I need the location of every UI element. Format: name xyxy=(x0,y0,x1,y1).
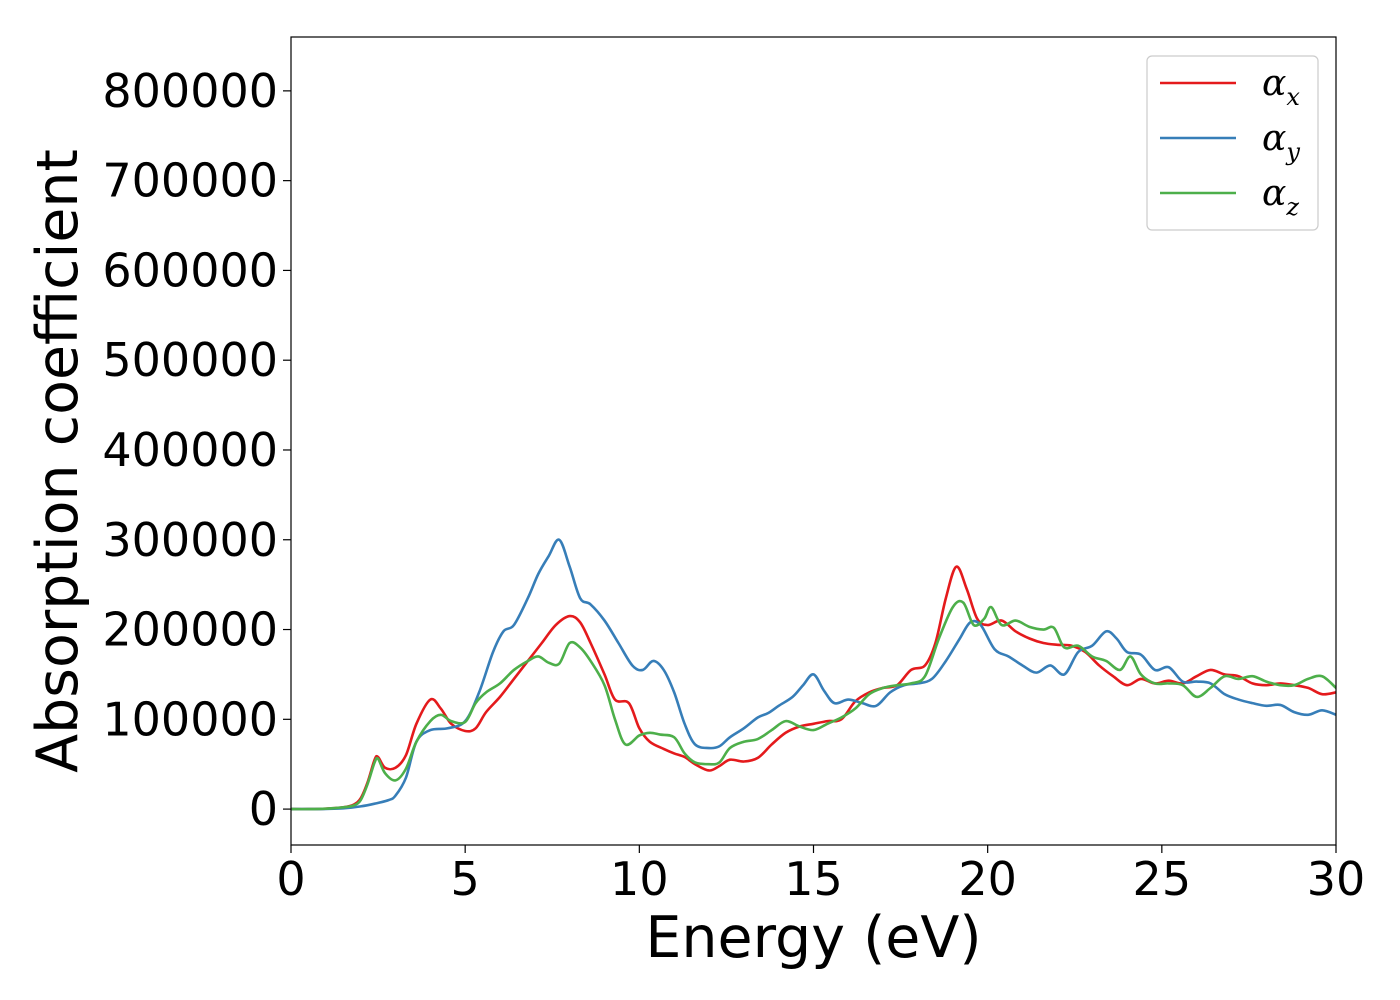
y-axis: 0 100000 200000 300000 400000 500000 600000 700… xyxy=(102,64,291,836)
y-tick-label: 400000 xyxy=(102,423,278,477)
series-layer xyxy=(291,538,1336,811)
y-axis-title: Absorption coefficient xyxy=(25,149,91,773)
series-line-y xyxy=(291,538,1336,811)
y-tick-label: 800000 xyxy=(102,64,278,118)
y-tick-label: 300000 xyxy=(102,513,278,567)
x-tick-label: 10 xyxy=(610,852,669,906)
x-tick-label: 30 xyxy=(1307,852,1366,906)
y-tick-label: 600000 xyxy=(102,243,278,297)
x-tick-label: 20 xyxy=(958,852,1017,906)
legend: αx αy αz xyxy=(1146,55,1319,231)
legend-label-z: αz xyxy=(1262,173,1299,221)
x-tick-label: 5 xyxy=(451,852,480,906)
y-tick-label: 500000 xyxy=(102,333,278,387)
x-tick-label: 25 xyxy=(1133,852,1192,906)
y-tick-label: 700000 xyxy=(102,154,278,208)
x-axis: 0 5 10 15 20 25 30 xyxy=(276,845,1365,906)
y-tick-label: 200000 xyxy=(102,603,278,657)
series-line-z xyxy=(291,599,1336,811)
x-tick-label: 15 xyxy=(784,852,843,906)
y-tick-label: 100000 xyxy=(102,692,278,746)
x-tick-label: 0 xyxy=(276,852,305,906)
x-axis-title: Energy (eV) xyxy=(645,905,981,971)
series-line-x xyxy=(291,565,1336,811)
legend-label-y: αy xyxy=(1262,118,1300,166)
legend-box xyxy=(1146,55,1319,231)
legend-label-x: αx xyxy=(1262,63,1300,111)
y-tick-label: 0 xyxy=(249,782,278,836)
